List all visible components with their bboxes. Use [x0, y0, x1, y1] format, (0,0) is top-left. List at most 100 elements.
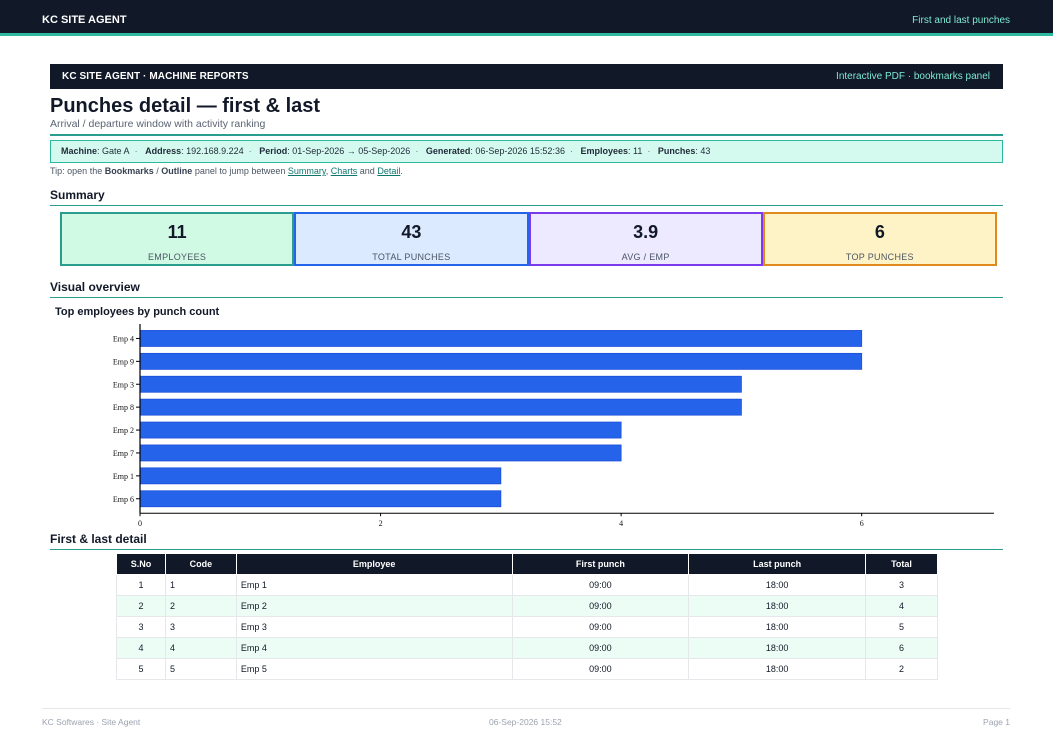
page-title: Punches detail — first & last [50, 95, 321, 117]
column-header-employee: Employee [235, 553, 513, 575]
column-header-last-punch: Last punch [688, 553, 867, 575]
app-brand: KC SITE AGENT [42, 14, 127, 26]
tip-text: Tip: open the [50, 166, 103, 176]
bar [139, 467, 502, 485]
cell-employee: Emp 1 [235, 574, 513, 596]
cell-last-punch: 18:00 [688, 595, 867, 617]
x-tick-label: 6 [860, 519, 864, 528]
banner-heading: KC SITE AGENT · MACHINE REPORTS [62, 71, 249, 82]
meta-value: 43 [700, 146, 711, 156]
detail-link[interactable]: Detail [377, 166, 401, 176]
cell-total: 4 [865, 595, 938, 617]
meta-value: 192.168.9.224 [186, 146, 244, 156]
x-tick-label: 4 [619, 519, 623, 528]
kpi-label: AVG / EMP [621, 252, 670, 262]
bar [139, 375, 742, 393]
charts-link[interactable]: Charts [330, 166, 358, 176]
cell-last-punch: 18:00 [688, 637, 867, 659]
meta-label: Punches [657, 146, 696, 156]
cell-code: 3 [164, 616, 237, 638]
cell-sno: 3 [116, 616, 166, 638]
report-banner: KC SITE AGENT · MACHINE REPORTS Interact… [50, 64, 1003, 89]
top-bar: KC SITE AGENT First and last punches [0, 0, 1053, 36]
table-row: 5 5 Emp 5 09:00 18:00 2 [116, 658, 938, 680]
chart-title: Top employees by punch count [55, 306, 220, 318]
kpi-label: EMPLOYEES [148, 252, 207, 262]
bar [139, 421, 622, 439]
summary-link[interactable]: Summary [287, 166, 326, 176]
kpi-label: TOTAL PUNCHES [372, 252, 451, 262]
detail-heading: First & last detail [50, 532, 1003, 550]
y-tick-label: Emp 8 [113, 403, 134, 412]
meta-value: 01-Sep-2026 → 05-Sep-2026 [292, 146, 411, 156]
cell-employee: Emp 3 [235, 616, 513, 638]
tip-text: / [156, 166, 159, 176]
footer-company: KC Softwares · Site Agent [42, 717, 141, 727]
meta-value: 06-Sep-2026 15:52:36 [475, 146, 565, 156]
detail-table-wrapper: S.No Code Employee First punch Last punc… [116, 553, 938, 680]
kpi-value: 43 [401, 222, 422, 242]
page-subtitle: Arrival / departure window with activity… [50, 118, 266, 130]
column-header-sno: S.No [116, 553, 166, 575]
tip-bookmarks: Bookmarks [104, 166, 154, 176]
punch-count-bar-chart: Emp 4 Emp 9 Emp 3 Emp 8 Emp 2 Emp 7 Emp 1 Emp 6… [113, 324, 994, 528]
cell-sno: 4 [116, 637, 166, 659]
table-row: 4 4 Emp 4 09:00 18:00 6 [116, 637, 938, 659]
cell-code: 4 [164, 637, 237, 659]
cell-sno: 1 [116, 574, 166, 596]
cell-total: 2 [865, 658, 938, 680]
column-header-first-punch: First punch [511, 553, 690, 575]
x-tick-label: 2 [379, 519, 383, 528]
meta-label: Generated [425, 146, 471, 156]
kpi-card-avg-per-emp: 3.9 AVG / EMP [528, 212, 763, 266]
table-row: 3 3 Emp 3 09:00 18:00 5 [116, 616, 938, 638]
kpi-card-total-punches: 43 TOTAL PUNCHES [294, 212, 529, 266]
y-tick-label: Emp 1 [113, 472, 134, 481]
cell-total: 6 [865, 637, 938, 659]
cell-code: 2 [164, 595, 237, 617]
meta-value: 11 [633, 146, 643, 156]
cell-last-punch: 18:00 [688, 658, 867, 680]
bar [139, 444, 622, 462]
detail-table: S.No Code Employee First punch Last punc… [116, 553, 938, 680]
footer-page-number: Page 1 [983, 717, 1010, 727]
tip-text: panel to jump between [194, 166, 286, 176]
cell-sno: 2 [116, 595, 166, 617]
table-row: 1 1 Emp 1 09:00 18:00 3 [116, 574, 938, 596]
meta-value: Gate A [102, 146, 130, 156]
summary-heading: Summary [50, 188, 1003, 206]
kpi-value: 6 [874, 222, 885, 242]
cell-first-punch: 09:00 [511, 637, 690, 659]
cell-first-punch: 09:00 [511, 658, 690, 680]
column-header-total: Total [865, 553, 938, 575]
meta-label: Machine [61, 146, 98, 156]
cell-employee: Emp 5 [235, 658, 513, 680]
y-tick-label: Emp 2 [113, 426, 134, 435]
footer-divider [42, 708, 1010, 709]
cell-first-punch: 09:00 [511, 616, 690, 638]
tip-outline: Outline [161, 166, 193, 176]
document-title: First and last punches [912, 15, 1010, 26]
x-tick-label: 0 [138, 519, 142, 528]
title-divider [50, 134, 1003, 136]
footer-timestamp: 06-Sep-2026 15:52 [489, 717, 562, 727]
bar [139, 352, 863, 370]
column-header-code: Code [164, 553, 237, 575]
y-tick-label: Emp 9 [113, 357, 134, 366]
bar [139, 330, 863, 347]
cell-employee: Emp 2 [235, 595, 513, 617]
kpi-value: 3.9 [633, 222, 659, 242]
kpi-card-top-punches: 6 TOP PUNCHES [762, 212, 997, 266]
visual-overview-heading: Visual overview [50, 280, 1003, 298]
meta-bar: Machine: Gate A · Address: 192.168.9.224 ·… [50, 140, 1003, 163]
tip-text: . [400, 166, 403, 176]
y-tick-label: Emp 4 [113, 334, 134, 343]
table-header-row: S.No Code Employee First punch Last punc… [116, 553, 938, 575]
bar [139, 398, 742, 416]
meta-label: Period [259, 146, 288, 156]
cell-employee: Emp 4 [235, 637, 513, 659]
kpi-row: 11 EMPLOYEES 43 TOTAL PUNCHES 3.9 AVG / … [60, 212, 997, 266]
navigation-tip: Tip: open the Bookmarks / Outline panel … [50, 166, 403, 176]
cell-code: 5 [164, 658, 237, 680]
y-tick-label: Emp 7 [113, 449, 134, 458]
